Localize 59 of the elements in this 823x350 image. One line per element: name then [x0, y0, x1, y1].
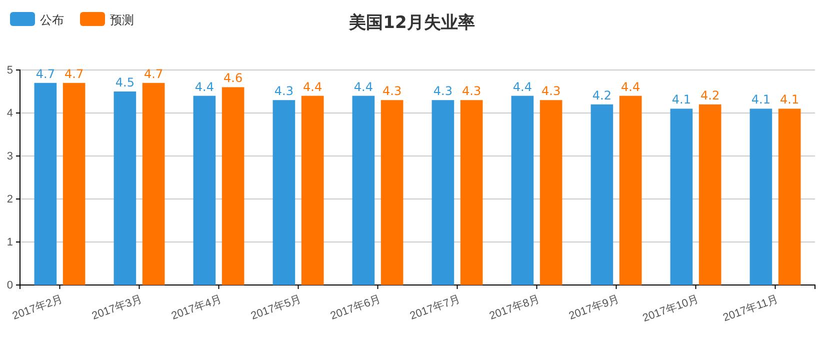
data-label: 4.3	[274, 84, 294, 98]
y-tick-label: 2	[6, 194, 13, 206]
bar	[380, 100, 404, 285]
bar	[142, 82, 165, 285]
data-label: 4.7	[36, 66, 55, 81]
bar	[272, 100, 296, 285]
data-label: 4.4	[512, 80, 532, 94]
chart-title: 美国12月失业率	[348, 13, 475, 33]
x-tick-label: 2017年2月	[10, 293, 64, 322]
bar	[750, 108, 772, 285]
data-label: 4.3	[462, 84, 482, 98]
bar	[114, 92, 136, 285]
data-label: 4.7	[144, 66, 164, 81]
x-tick-label: 2017年6月	[328, 293, 382, 322]
x-tick-label: 2017年11月	[721, 293, 780, 324]
data-label: 4.6	[224, 71, 243, 86]
x-tick-label: 2017年4月	[170, 293, 224, 322]
x-tick-label: 2017年8月	[488, 293, 542, 322]
bar	[670, 108, 693, 285]
data-label: 4.2	[700, 88, 720, 102]
legend-label: 公布	[40, 13, 64, 27]
data-label: 4.1	[672, 92, 691, 107]
bar	[778, 108, 801, 285]
bar	[619, 96, 642, 285]
y-tick-label: 5	[6, 64, 13, 77]
y-tick-label: 4	[6, 108, 13, 120]
data-label: 4.1	[780, 92, 800, 107]
x-tick-label: 2017年10月	[641, 293, 700, 325]
x-tick-label: 2017年3月	[90, 293, 144, 322]
data-label: 4.3	[433, 84, 452, 98]
bar	[432, 100, 454, 285]
data-label: 4.3	[542, 84, 561, 98]
data-label: 4.2	[592, 88, 612, 102]
x-tick-label: 2017年5月	[249, 293, 303, 322]
data-label: 4.4	[621, 80, 640, 94]
bar	[698, 104, 722, 285]
bar	[193, 96, 216, 285]
x-tick-label: 2017年7月	[408, 293, 462, 322]
x-tick-label: 2017年9月	[567, 293, 621, 322]
y-tick-label: 3	[6, 150, 13, 163]
bar	[62, 82, 86, 285]
data-label: 4.4	[354, 80, 373, 94]
data-label: 4.5	[115, 76, 134, 90]
bar	[590, 104, 614, 285]
bar	[540, 100, 562, 285]
bar	[34, 82, 57, 285]
y-tick-label: 0	[6, 280, 13, 292]
bar	[352, 96, 375, 285]
bar	[301, 96, 324, 285]
bar	[222, 87, 244, 285]
y-tick-label: 1	[6, 236, 13, 249]
bar	[511, 96, 534, 285]
data-label: 4.4	[194, 80, 214, 94]
data-label: 4.1	[751, 92, 770, 107]
data-label: 4.7	[64, 66, 84, 81]
data-label: 4.4	[303, 80, 322, 94]
data-label: 4.3	[382, 84, 402, 98]
bar	[460, 100, 483, 285]
legend-label: 预测	[110, 13, 134, 27]
